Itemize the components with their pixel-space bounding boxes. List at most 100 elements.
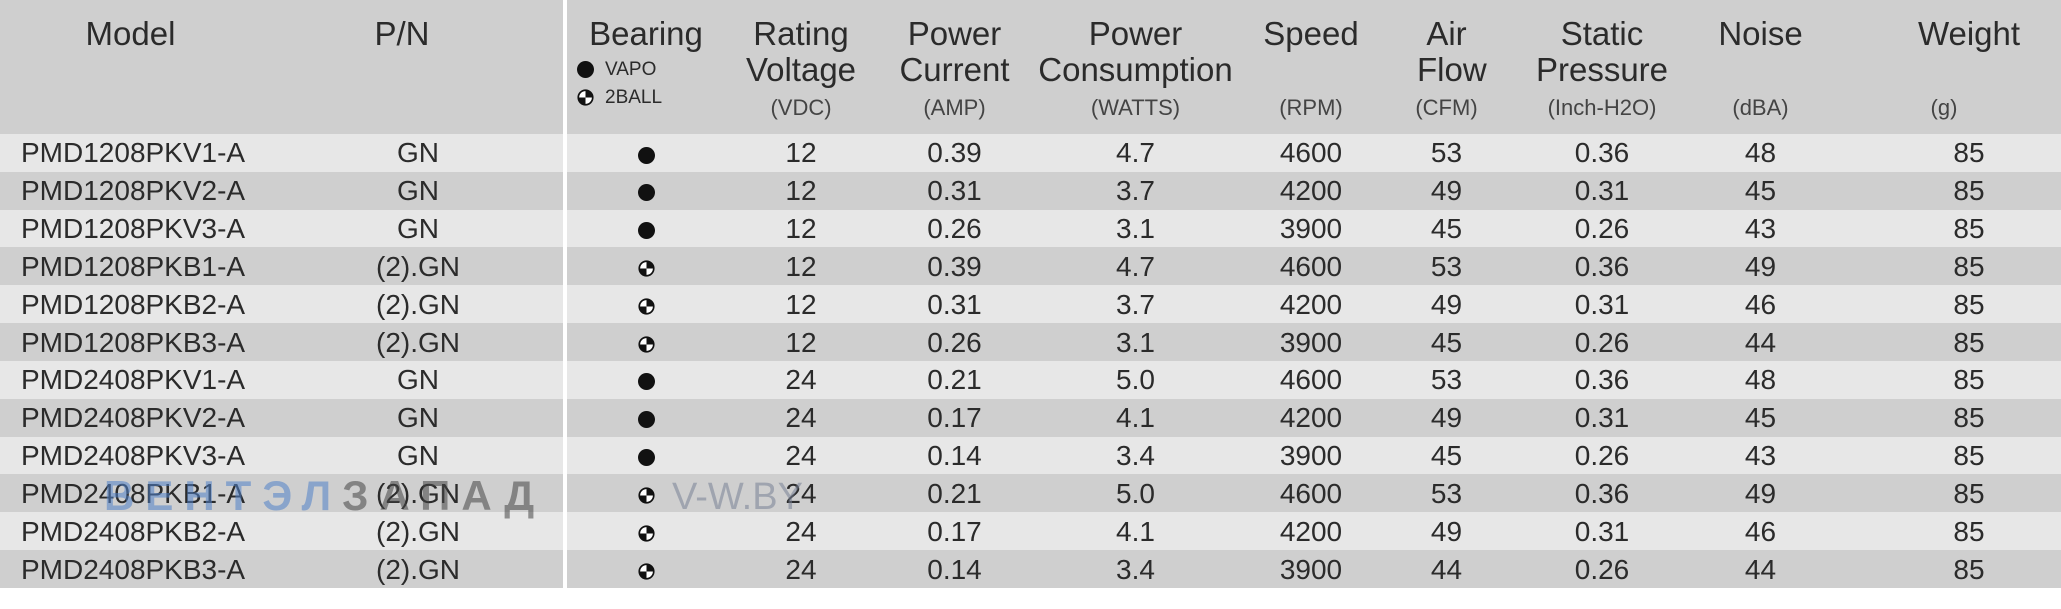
two-ball-icon bbox=[637, 336, 655, 353]
cell-rpm: 4200 bbox=[1239, 512, 1383, 551]
cell-model: PMD2408PKB2-A bbox=[0, 512, 301, 551]
table-row: PMD1208PKB2-A (2).GN 12 0.31 3.7 4200 49 0.31 46… bbox=[0, 285, 2061, 324]
cell-rpm: 4200 bbox=[1239, 171, 1383, 210]
cell-bearing bbox=[567, 550, 725, 588]
column-separator bbox=[563, 247, 567, 286]
cell-bearing bbox=[567, 285, 725, 324]
column-separator bbox=[563, 0, 567, 134]
cell-watts: 5.0 bbox=[1032, 474, 1239, 513]
cell-bearing bbox=[567, 398, 725, 437]
cell-pn: GN bbox=[301, 398, 563, 437]
cell-current: 0.14 bbox=[877, 550, 1032, 588]
cell-current: 0.39 bbox=[877, 247, 1032, 286]
cell-weight: 85 bbox=[1827, 285, 2061, 324]
cell-pressure: 0.36 bbox=[1510, 134, 1694, 172]
cell-model: PMD1208PKV3-A bbox=[0, 209, 301, 248]
cell-bearing bbox=[567, 360, 725, 399]
cell-rpm: 4600 bbox=[1239, 360, 1383, 399]
cell-bearing bbox=[567, 134, 725, 172]
cell-cfm: 53 bbox=[1383, 134, 1510, 172]
cell-pressure: 0.36 bbox=[1510, 474, 1694, 513]
header-noise: Noise (dBA) bbox=[1694, 0, 1827, 134]
cell-cfm: 53 bbox=[1383, 247, 1510, 286]
header-voltage: Rating Voltage (VDC) bbox=[725, 0, 877, 134]
cell-model: PMD2408PKV1-A bbox=[0, 360, 301, 399]
cell-pn: (2).GN bbox=[301, 285, 563, 324]
table-row: PMD1208PKV2-A GN 12 0.31 3.7 4200 49 0.31 45 85 bbox=[0, 171, 2061, 210]
cell-pn: GN bbox=[301, 134, 563, 172]
dot-icon bbox=[576, 61, 594, 79]
cell-current: 0.17 bbox=[877, 398, 1032, 437]
cell-watts: 3.7 bbox=[1032, 171, 1239, 210]
cell-current: 0.26 bbox=[877, 323, 1032, 361]
cell-pn: (2).GN bbox=[301, 550, 563, 588]
table-row: PMD2408PKB2-A (2).GN 24 0.17 4.1 4200 49 0.31 46… bbox=[0, 512, 2061, 551]
cell-current: 0.26 bbox=[877, 209, 1032, 248]
cell-current: 0.31 bbox=[877, 171, 1032, 210]
cell-watts: 3.4 bbox=[1032, 550, 1239, 588]
cell-current: 0.31 bbox=[877, 285, 1032, 324]
cell-cfm: 45 bbox=[1383, 436, 1510, 475]
cell-rpm: 3900 bbox=[1239, 436, 1383, 475]
cell-model: PMD1208PKV2-A bbox=[0, 171, 301, 210]
cell-voltage: 24 bbox=[725, 512, 877, 551]
cell-weight: 85 bbox=[1827, 323, 2061, 361]
cell-cfm: 53 bbox=[1383, 360, 1510, 399]
cell-current: 0.17 bbox=[877, 512, 1032, 551]
cell-rpm: 4200 bbox=[1239, 285, 1383, 324]
table-row: PMD2408PKV1-A GN 24 0.21 5.0 4600 53 0.36 48 85 bbox=[0, 360, 2061, 399]
cell-pressure: 0.31 bbox=[1510, 171, 1694, 210]
cell-bearing bbox=[567, 171, 725, 210]
cell-current: 0.21 bbox=[877, 474, 1032, 513]
cell-pressure: 0.36 bbox=[1510, 360, 1694, 399]
cell-bearing bbox=[567, 323, 725, 361]
two-ball-icon bbox=[637, 563, 655, 580]
table-row: PMD2408PKV2-A GN 24 0.17 4.1 4200 49 0.31 45 85 bbox=[0, 398, 2061, 437]
column-separator bbox=[563, 323, 567, 361]
cell-weight: 85 bbox=[1827, 398, 2061, 437]
column-separator bbox=[563, 474, 567, 513]
cell-bearing bbox=[567, 436, 725, 475]
cell-pn: (2).GN bbox=[301, 323, 563, 361]
cell-noise: 44 bbox=[1694, 323, 1827, 361]
cell-pn: GN bbox=[301, 171, 563, 210]
cell-cfm: 49 bbox=[1383, 398, 1510, 437]
cell-voltage: 24 bbox=[725, 360, 877, 399]
cell-cfm: 53 bbox=[1383, 474, 1510, 513]
cell-pressure: 0.26 bbox=[1510, 323, 1694, 361]
cell-pressure: 0.26 bbox=[1510, 436, 1694, 475]
cell-watts: 3.4 bbox=[1032, 436, 1239, 475]
column-separator bbox=[563, 550, 567, 588]
cell-watts: 3.7 bbox=[1032, 285, 1239, 324]
cell-weight: 85 bbox=[1827, 474, 2061, 513]
column-separator bbox=[563, 209, 567, 248]
header-weight: Weight (g) bbox=[1827, 0, 2061, 134]
cell-voltage: 12 bbox=[725, 134, 877, 172]
header-airflow: Air Flow (CFM) bbox=[1383, 0, 1510, 134]
cell-weight: 85 bbox=[1827, 209, 2061, 248]
header-row: Model P/N Bearing VAPO 2BALL Rating Volt… bbox=[0, 0, 2061, 134]
cell-rpm: 4600 bbox=[1239, 474, 1383, 513]
column-separator bbox=[563, 134, 567, 172]
cell-pressure: 0.26 bbox=[1510, 209, 1694, 248]
dot-icon bbox=[637, 411, 655, 429]
header-model: Model bbox=[0, 0, 301, 134]
bearing-legend-2ball: 2BALL bbox=[567, 87, 725, 108]
header-pn: P/N bbox=[301, 0, 563, 134]
cell-rpm: 3900 bbox=[1239, 323, 1383, 361]
cell-pressure: 0.31 bbox=[1510, 512, 1694, 551]
dot-icon bbox=[637, 449, 655, 467]
cell-cfm: 44 bbox=[1383, 550, 1510, 588]
table-row: PMD1208PKV1-A GN 12 0.39 4.7 4600 53 0.36 48 85 bbox=[0, 134, 2061, 172]
cell-rpm: 4600 bbox=[1239, 247, 1383, 286]
cell-voltage: 24 bbox=[725, 398, 877, 437]
dot-icon bbox=[637, 184, 655, 202]
cell-voltage: 12 bbox=[725, 323, 877, 361]
cell-model: PMD1208PKV1-A bbox=[0, 134, 301, 172]
cell-rpm: 3900 bbox=[1239, 550, 1383, 588]
cell-pn: (2).GN bbox=[301, 247, 563, 286]
cell-pressure: 0.31 bbox=[1510, 398, 1694, 437]
cell-weight: 85 bbox=[1827, 436, 2061, 475]
two-ball-icon bbox=[637, 260, 655, 277]
table-row: PMD1208PKV3-A GN 12 0.26 3.1 3900 45 0.26 43 85 bbox=[0, 209, 2061, 248]
